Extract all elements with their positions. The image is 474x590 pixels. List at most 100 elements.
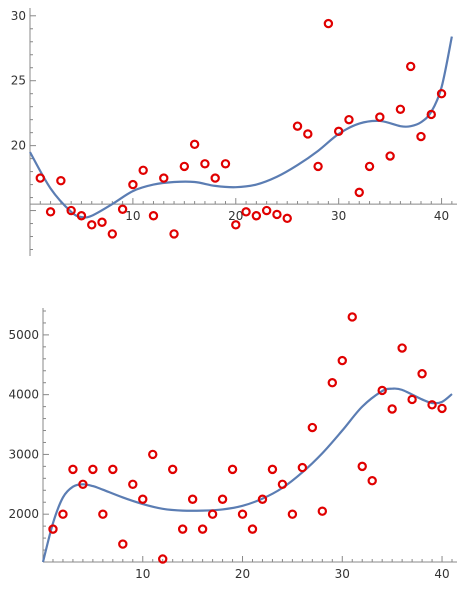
data-point xyxy=(436,88,447,99)
data-point xyxy=(35,173,45,183)
data-point xyxy=(387,404,397,414)
x-tick-label: 20 xyxy=(228,209,243,223)
data-point xyxy=(313,161,323,172)
data-point xyxy=(375,112,385,122)
y-tick-label: 25 xyxy=(11,74,26,88)
data-point xyxy=(344,114,354,125)
y-tick-label: 30 xyxy=(11,9,26,23)
data-point xyxy=(158,554,168,564)
y-tick-label: 20 xyxy=(11,139,26,153)
data-point xyxy=(385,151,395,161)
fit-curve xyxy=(41,387,453,563)
data-point xyxy=(128,179,138,190)
data-point xyxy=(337,355,347,366)
data-point xyxy=(128,479,138,490)
data-point xyxy=(148,449,158,460)
data-point xyxy=(107,229,118,239)
data-point xyxy=(210,173,220,183)
data-point xyxy=(354,187,364,198)
data-point xyxy=(56,175,66,186)
data-point xyxy=(169,229,179,239)
data-point xyxy=(427,400,437,410)
data-point xyxy=(231,220,241,230)
data-point xyxy=(200,159,210,169)
data-point xyxy=(108,464,118,475)
y-tick-label: 4000 xyxy=(8,388,39,402)
data-point xyxy=(58,509,68,519)
data-point xyxy=(76,211,87,221)
data-point xyxy=(68,464,78,475)
data-point xyxy=(251,211,262,221)
y-tick-label: 5000 xyxy=(8,328,39,342)
data-point xyxy=(297,462,308,473)
x-tick-label: 40 xyxy=(434,209,449,223)
data-point xyxy=(247,524,258,534)
data-point xyxy=(395,104,406,114)
data-point xyxy=(292,121,303,131)
x-tick-label: 30 xyxy=(331,209,346,223)
data-point xyxy=(437,403,447,414)
data-point xyxy=(405,61,416,72)
data-point xyxy=(397,343,407,353)
x-tick-label: 10 xyxy=(125,209,140,223)
data-point xyxy=(237,509,248,519)
data-point xyxy=(367,476,377,486)
chart-panel-1: 20 25 30 10 20 30 40 xyxy=(11,8,457,256)
data-point xyxy=(177,524,188,534)
data-point xyxy=(287,509,298,519)
data-point xyxy=(66,205,76,216)
data-point xyxy=(417,369,427,379)
fit-curve xyxy=(29,36,453,219)
data-point xyxy=(227,464,238,475)
data-point xyxy=(282,213,292,224)
data-point xyxy=(347,312,357,322)
data-point xyxy=(323,18,334,29)
x-tick-label: 10 xyxy=(135,567,150,581)
data-point xyxy=(97,217,107,227)
data-point xyxy=(220,159,231,169)
x-tick-label: 20 xyxy=(235,567,250,581)
data-point xyxy=(118,539,128,549)
data-point xyxy=(317,506,328,516)
data-point xyxy=(179,161,190,172)
data-point xyxy=(303,129,313,139)
data-point xyxy=(189,139,200,150)
chart-panel-2: 2000 3000 4000 5000 10 20 30 40 xyxy=(8,308,457,581)
data-point xyxy=(98,509,108,519)
data-point xyxy=(167,464,178,475)
data-point xyxy=(407,394,417,405)
data-point xyxy=(207,509,218,519)
data-point xyxy=(217,494,228,504)
data-point xyxy=(138,494,148,504)
data-point xyxy=(87,220,97,230)
data-point xyxy=(45,207,56,217)
data-point xyxy=(357,461,367,472)
data-point xyxy=(307,422,318,433)
data-point xyxy=(187,494,198,504)
data-point xyxy=(78,479,88,490)
data-point xyxy=(159,173,169,183)
data-point xyxy=(426,109,436,120)
x-tick-label: 30 xyxy=(335,567,350,581)
data-point xyxy=(148,211,159,221)
data-point xyxy=(261,205,272,216)
data-point xyxy=(117,204,128,214)
data-point xyxy=(88,464,98,475)
data-point xyxy=(416,131,426,142)
data-point xyxy=(364,161,375,172)
data-point xyxy=(241,207,251,217)
y-tick-label: 2000 xyxy=(8,507,39,521)
data-point xyxy=(267,464,278,475)
data-point xyxy=(333,126,344,137)
data-point xyxy=(48,524,58,534)
data-point xyxy=(327,378,338,388)
data-point xyxy=(377,385,387,396)
data-point xyxy=(138,165,148,176)
data-point xyxy=(272,209,282,220)
y-tick-label: 3000 xyxy=(8,447,39,461)
x-tick-label: 40 xyxy=(434,567,449,581)
data-point xyxy=(277,479,288,490)
data-point xyxy=(257,494,268,504)
